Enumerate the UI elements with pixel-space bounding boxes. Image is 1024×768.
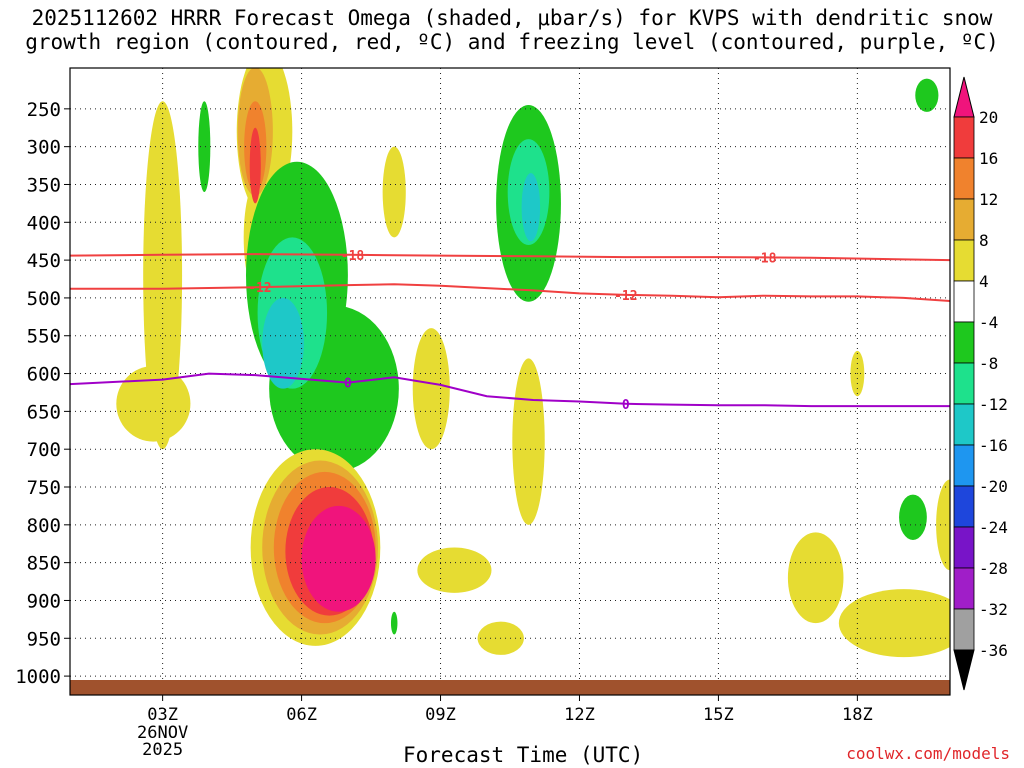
colorbar-label--28: -28: [979, 559, 1008, 578]
contour-dendritic--12: [70, 283, 950, 302]
shade-yellow-lower-left: [116, 365, 191, 442]
colorbar-label--12: -12: [979, 395, 1008, 414]
x-tick-label-09Z: 09Z: [425, 705, 456, 725]
shade-green-strip: [198, 101, 211, 193]
shade-red-col: [249, 127, 261, 204]
colorbar-label--24: -24: [979, 518, 1008, 537]
x-year-label: 2025: [142, 740, 183, 760]
colorbar-label--16: -16: [979, 436, 1008, 455]
shade-yellow-20z-low: [936, 479, 950, 571]
chart-title: 2025112602 HRRR Forecast Omega (shaded, …: [0, 6, 1024, 54]
colorbar: 20 16 12 8 4 -4 -8 -12 -16 -20 -24 -28 -32 -36: [953, 76, 1008, 691]
shade-yellow-low-09z: [417, 547, 492, 593]
colorbar-swatch: [953, 116, 975, 159]
title-line-1: 2025112602 HRRR Forecast Omega (shaded, …: [31, 6, 993, 30]
colorbar-arrow-low: [953, 649, 975, 691]
contour-label--18: -18: [341, 249, 365, 264]
shade-cyan-column-11z: [521, 173, 541, 242]
contour-label-0: 0: [622, 398, 630, 413]
y-tick-label-350: 350: [27, 174, 61, 196]
colorbar-label-20: 20: [979, 108, 998, 127]
y-tick-label-700: 700: [27, 439, 61, 461]
title-line-2: growth region (contoured, red, ºC) and f…: [25, 30, 999, 54]
x-tick-label-03Z: 03Z: [147, 705, 178, 725]
shade-yellow-18z-right: [838, 589, 950, 658]
colorbar-label-16: 16: [979, 149, 998, 168]
shade-yellow-11z: [512, 358, 545, 525]
grid-lines: [70, 68, 950, 695]
shade-yellow-blob-mid: [382, 146, 406, 238]
colorbar-arrow-high: [953, 76, 975, 118]
colorbar-swatch: [953, 280, 975, 323]
contour-label--12: -12: [614, 289, 637, 304]
y-axis: 250 300 350 400 450 500 550 600 650 700 750 800 850 9…: [15, 99, 70, 688]
omega-shading: [116, 68, 950, 658]
ground-strip: [70, 680, 950, 695]
colorbar-swatch: [953, 239, 975, 282]
y-tick-label-800: 800: [27, 515, 61, 537]
plot-frame: [69, 67, 951, 696]
shade-cyan-core: [262, 297, 304, 389]
colorbar-label--20: -20: [979, 477, 1008, 496]
contour-freezing-0: [70, 372, 950, 408]
y-tick-label-650: 650: [27, 401, 61, 423]
colorbar-label-8: 8: [979, 231, 989, 250]
colorbar-swatch: [953, 485, 975, 528]
x-tick-label-12Z: 12Z: [564, 705, 595, 725]
colorbar-label--32: -32: [979, 600, 1008, 619]
y-tick-label-500: 500: [27, 288, 61, 310]
colorbar-label--4: -4: [979, 313, 998, 332]
y-tick-label-600: 600: [27, 364, 61, 386]
shade-low-omega-max: [301, 505, 376, 612]
colorbar-swatch: [953, 608, 975, 651]
colorbar-swatch: [953, 526, 975, 569]
y-tick-label-550: 550: [27, 326, 61, 348]
x-tick-label-18Z: 18Z: [842, 705, 873, 725]
colorbar-label--8: -8: [979, 354, 998, 373]
contour-label-0: 0: [344, 377, 352, 392]
contour-label--18: -18: [753, 251, 777, 266]
colorbar-swatch: [953, 362, 975, 405]
y-tick-label-400: 400: [27, 212, 61, 234]
x-tick-label-15Z: 15Z: [703, 705, 734, 725]
shade-yellow-09z: [412, 328, 450, 450]
shade-yellow-17z: [787, 532, 844, 624]
shade-green-19z-low: [899, 494, 927, 540]
shade-green-19z-top: [915, 78, 939, 112]
colorbar-swatch: [953, 321, 975, 364]
x-date-label: 26NOV: [137, 723, 188, 743]
y-tick-label-250: 250: [27, 99, 61, 121]
colorbar-label-12: 12: [979, 190, 998, 209]
colorbar-swatch: [953, 198, 975, 241]
y-tick-label-850: 850: [27, 553, 61, 575]
colorbar-swatch: [953, 403, 975, 446]
colorbar-label-4: 4: [979, 272, 989, 291]
y-tick-label-950: 950: [27, 628, 61, 650]
shade-green-small-8z: [390, 611, 398, 635]
contour-label--12: -12: [248, 281, 271, 296]
y-tick-label-300: 300: [27, 137, 61, 159]
contour-dendritic--18: [70, 253, 950, 262]
credit-link[interactable]: coolwx.com/models: [846, 744, 1010, 763]
y-tick-label-750: 750: [27, 477, 61, 499]
contour-lines: -18 -18 -12 -12 0 0: [70, 249, 950, 413]
ground-fill: [70, 680, 950, 695]
colorbar-label--36: -36: [979, 641, 1008, 660]
shade-yellow-column-left: [143, 101, 183, 450]
y-tick-label-450: 450: [27, 250, 61, 272]
y-tick-label-900: 900: [27, 590, 61, 612]
x-axis-label: Forecast Time (UTC): [403, 743, 644, 767]
x-tick-label-06Z: 06Z: [286, 705, 317, 725]
y-tick-label-1000: 1000: [15, 666, 61, 688]
colorbar-swatch: [953, 444, 975, 487]
colorbar-swatch: [953, 157, 975, 200]
colorbar-swatch: [953, 567, 975, 610]
